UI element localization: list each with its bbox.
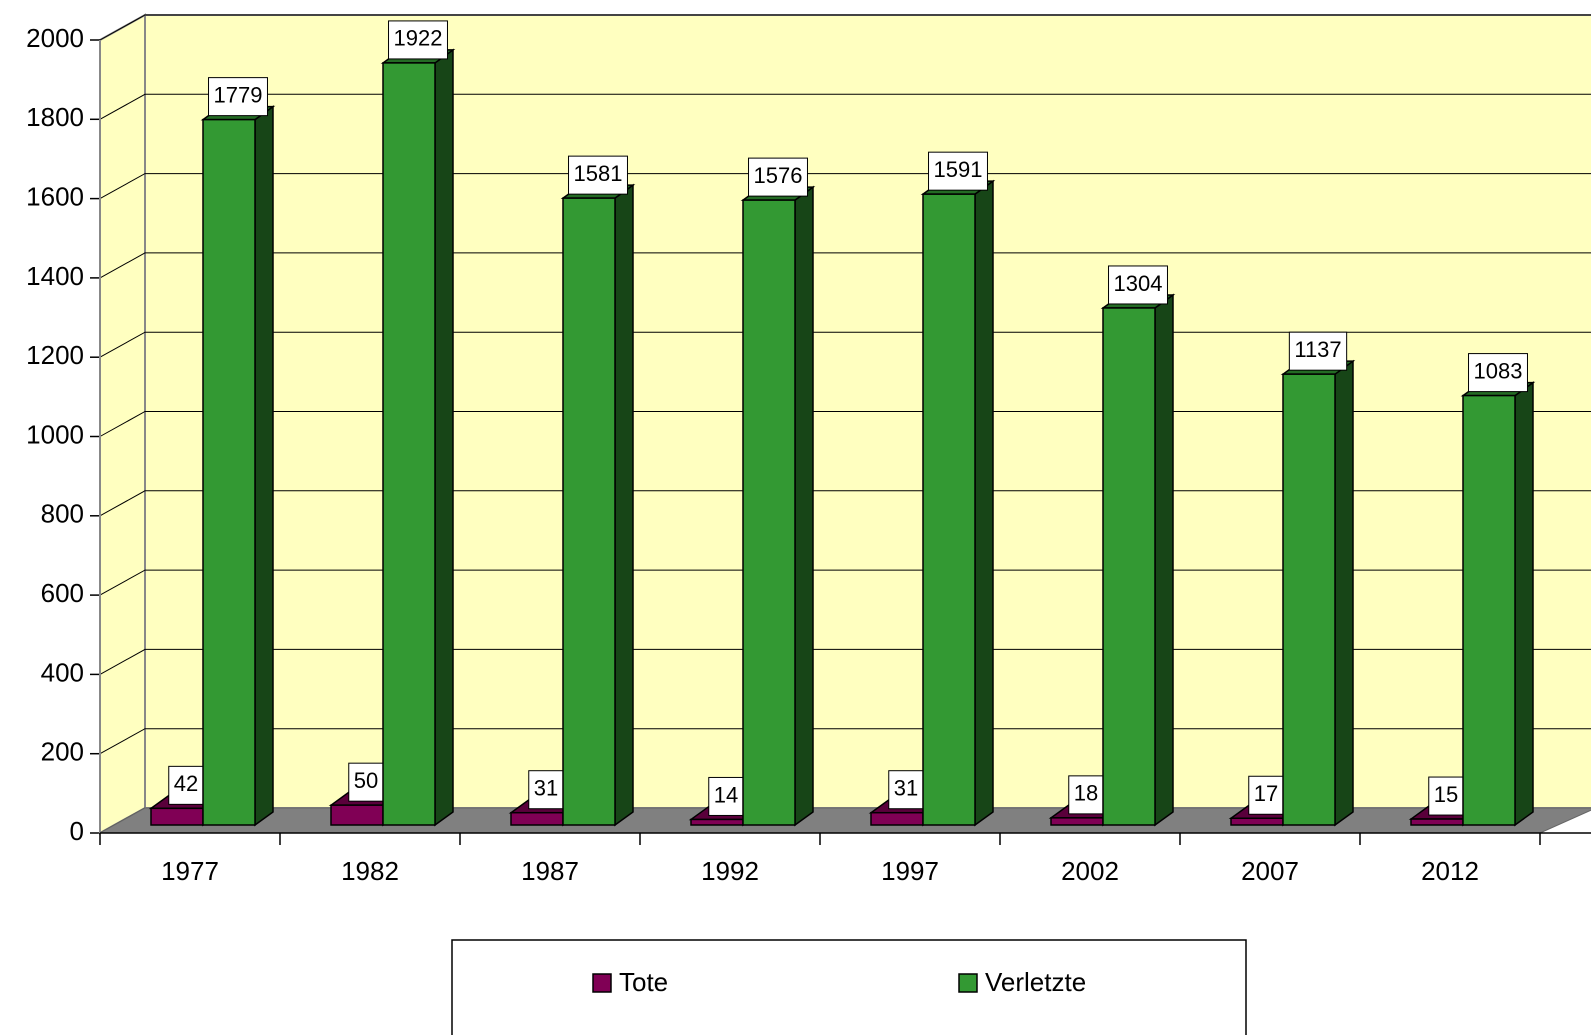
value-label-box [888,770,924,810]
bar [1100,293,1176,827]
bar-front [330,804,384,826]
value-label-box [388,20,448,60]
bar-front [382,62,436,826]
value-label: 1083 [1474,358,1523,383]
y-tick-label: 600 [41,578,84,608]
bar-front [150,807,204,826]
bar [1280,359,1356,827]
bar-front [690,818,744,826]
value-label-box [1428,776,1464,816]
x-tick-label: 1997 [881,856,939,886]
bar-front [562,197,616,826]
bar [200,105,276,827]
legend-box [451,939,1247,1035]
bar-front [1102,307,1156,826]
value-label: 1922 [394,26,443,51]
bar-side [434,48,454,827]
value-label: 50 [354,768,378,793]
bar-front [1462,394,1516,826]
bar [740,185,816,827]
bar-side [254,105,274,827]
floor [98,807,1591,834]
grid-line [99,252,1591,279]
y-tick-label: 400 [41,657,84,687]
bar-side [974,179,994,827]
bar [380,48,456,827]
bar-side [1154,293,1174,827]
value-label: 42 [174,771,198,796]
value-label: 1581 [574,161,623,186]
value-label: 1779 [214,82,263,107]
value-label: 1576 [754,163,803,188]
value-label-box [208,77,268,117]
value-label: 15 [1434,782,1458,807]
bar [920,179,996,827]
y-tick-label: 1200 [26,340,84,370]
value-label: 1304 [1114,271,1163,296]
grid-line [99,14,1591,41]
value-label-box [1248,775,1284,815]
bar-front [1230,817,1284,826]
y-tick-label: 1600 [26,181,84,211]
value-label-box [928,151,988,191]
bar-front [1410,818,1464,826]
x-tick-label: 1982 [341,856,399,886]
legend-swatch [958,973,978,993]
value-label: 17 [1254,781,1278,806]
x-tick-label: 1987 [521,856,579,886]
bar-side [794,185,814,827]
value-label-box [708,776,744,816]
value-label: 1591 [934,157,983,182]
value-label-box [568,155,628,195]
legend-swatch [592,973,612,993]
bar-front [202,118,256,826]
value-label-box [1288,331,1348,371]
value-label: 1137 [1294,337,1341,362]
value-label: 18 [1074,781,1098,806]
value-label-box [1468,353,1528,393]
grid-line [99,173,1591,200]
x-tick-label: 2012 [1421,856,1479,886]
y-tick-label: 0 [70,816,84,846]
x-tick-label: 1977 [161,856,219,886]
bar-front [742,199,796,826]
value-label: 31 [534,776,558,801]
x-tick-label: 2002 [1061,856,1119,886]
bar [560,183,636,827]
y-tick-label: 2000 [26,23,84,53]
y-tick-label: 800 [41,499,84,529]
y-tick-label: 1800 [26,102,84,132]
legend-label: Verletzte [985,967,1086,997]
value-label-box [748,157,808,197]
value-label-box [1068,775,1104,815]
value-label-box [168,765,204,805]
bar-side [1514,381,1534,827]
bar-front [1050,817,1104,826]
value-label: 31 [894,776,918,801]
bar-front [510,811,564,826]
bar-front [870,811,924,826]
bar [1460,381,1536,827]
y-tick-label: 1400 [26,261,84,291]
value-label-box [528,770,564,810]
bar-front [922,193,976,826]
bar-front [1282,373,1336,826]
bar-side [1334,359,1354,827]
value-label-box [1108,265,1168,305]
y-tick-label: 1000 [26,419,84,449]
bar-side [614,183,634,827]
x-tick-label: 1992 [701,856,759,886]
grid-line [99,93,1591,120]
x-tick-label: 2007 [1241,856,1299,886]
value-label: 14 [714,782,738,807]
legend-label: Tote [619,967,668,997]
y-tick-label: 200 [41,737,84,767]
